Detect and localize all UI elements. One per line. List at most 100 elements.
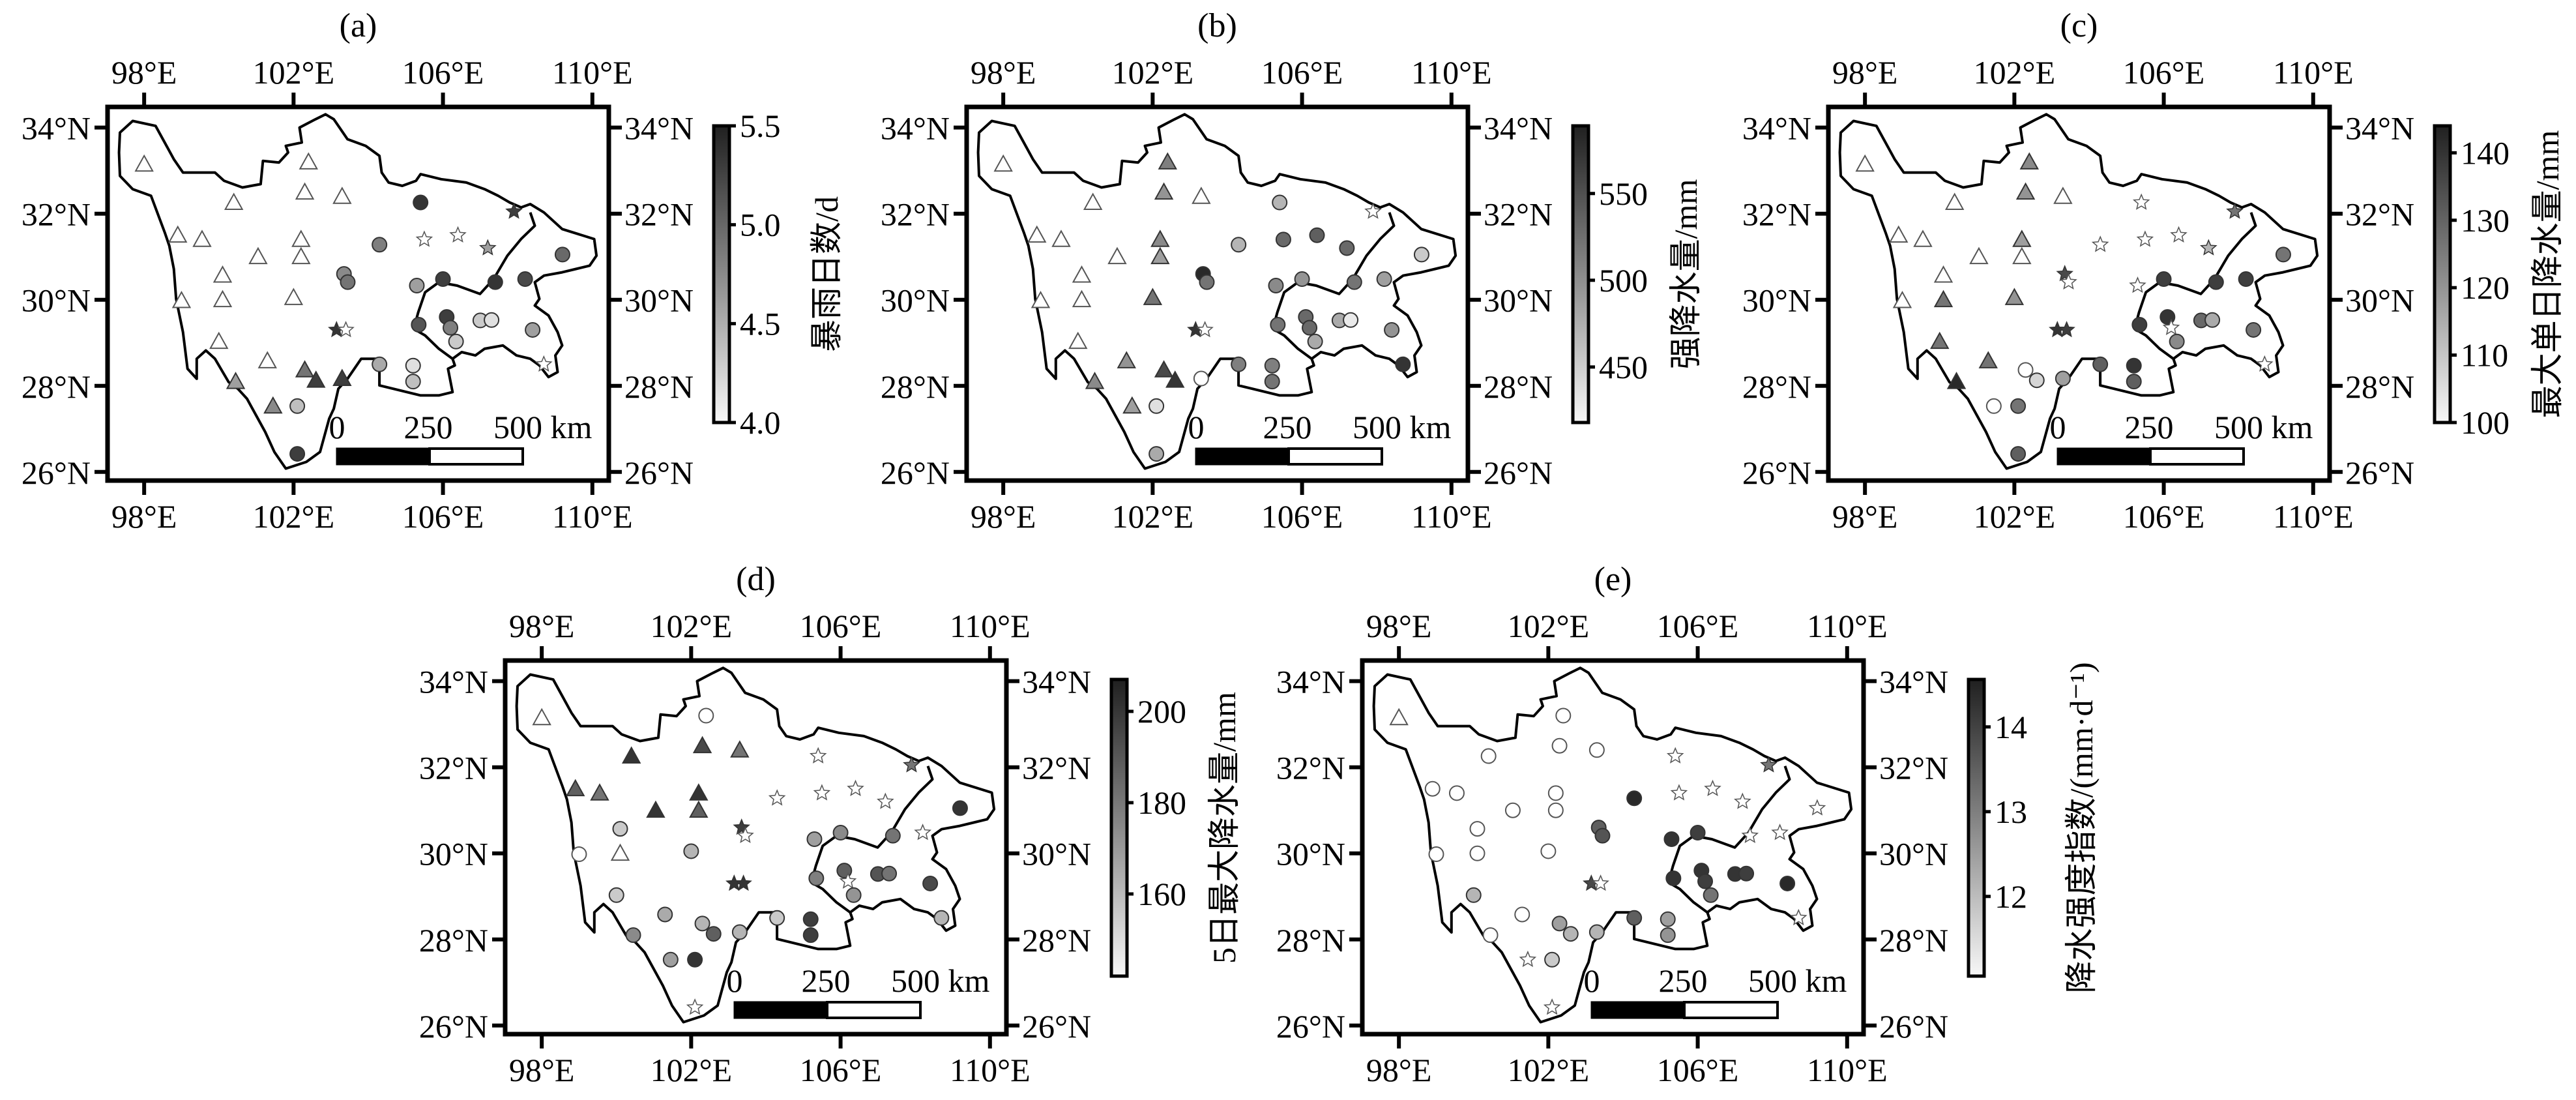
colorbar-tick-label: 500	[1599, 262, 1648, 299]
station-triangle-marker	[1165, 370, 1185, 388]
colorbar-tick-label: 100	[2461, 404, 2510, 441]
station-star-marker	[1734, 792, 1751, 809]
station-star-marker	[415, 230, 433, 247]
colorbar-tick-label: 12	[1995, 878, 2027, 915]
station-circle-marker	[806, 831, 823, 847]
colorbar-tick-label: 200	[1137, 693, 1186, 730]
lat-tick-label-right: 30°N	[2345, 282, 2414, 319]
lon-tick-label-top: 110°E	[1807, 608, 1888, 644]
lon-tick-label-top: 110°E	[950, 608, 1031, 644]
station-star-marker	[737, 826, 754, 843]
scale-bar-label: 500 km	[1353, 409, 1452, 445]
station-star-marker	[1790, 908, 1808, 926]
station-triangle-marker	[1930, 331, 1950, 349]
lat-tick-label-left: 32°N	[1742, 196, 1811, 233]
station-circle-marker	[952, 800, 968, 816]
station-triangle-marker	[1889, 225, 1909, 243]
station-circle-marker	[1482, 927, 1499, 944]
province-boundary	[1838, 113, 2319, 470]
lat-tick-label-right: 30°N	[624, 282, 694, 319]
colorbar	[712, 124, 731, 424]
station-circle-marker	[2238, 271, 2254, 288]
scale-bar-label: 0	[1584, 962, 1600, 999]
panel-title: (e)	[1594, 561, 1632, 598]
lon-tick-label-top: 106°E	[402, 54, 484, 91]
station-star-marker	[479, 239, 497, 256]
station-circle-marker	[1544, 951, 1560, 968]
station-triangle-marker	[295, 360, 315, 378]
station-star-marker	[813, 784, 831, 801]
lon-tick-label-top: 98°E	[971, 54, 1036, 91]
lon-tick-label-top: 102°E	[1974, 54, 2056, 91]
colorbar-tick-label: 4.5	[740, 305, 781, 342]
station-circle-marker	[372, 237, 388, 253]
station-circle-marker	[1690, 825, 1706, 841]
lat-tick-label-left: 34°N	[1276, 664, 1345, 700]
province-boundary	[1372, 666, 1853, 1024]
station-star-marker	[809, 747, 827, 764]
map-frame	[503, 658, 1009, 1037]
province-boundary	[515, 666, 996, 1024]
colorbar-label: 降水强度指数/(mm·d⁻¹)	[2063, 662, 2100, 993]
lat-tick-label-left: 30°N	[881, 282, 950, 319]
lat-tick-label-left: 34°N	[419, 664, 488, 700]
station-triangle-marker	[993, 154, 1013, 172]
lon-tick-label-top: 102°E	[651, 608, 733, 644]
station-circle-marker	[1307, 333, 1323, 349]
lon-tick-label-top: 106°E	[2123, 54, 2205, 91]
station-triangle-marker	[1143, 288, 1163, 305]
scale-bar-label: 250	[404, 409, 453, 445]
station-triangle-marker	[2012, 230, 2032, 247]
station-star-marker	[1543, 998, 1561, 1015]
station-triangle-marker	[1085, 372, 1105, 389]
station-circle-marker	[1465, 887, 1482, 903]
station-star-marker	[2091, 235, 2109, 252]
station-circle-marker	[1469, 821, 1486, 837]
lat-tick-label-right: 28°N	[1484, 368, 1553, 405]
lon-tick-label-bottom: 110°E	[2273, 498, 2354, 535]
station-circle-marker	[1594, 827, 1611, 844]
lon-tick-label-bottom: 98°E	[971, 498, 1036, 535]
scale-bar-label: 250	[802, 962, 851, 999]
station-circle-marker	[435, 271, 451, 288]
station-circle-marker	[802, 911, 819, 927]
lat-tick-label-left: 32°N	[419, 750, 488, 786]
scale-bar-label: 0	[727, 962, 743, 999]
station-circle-marker	[1343, 312, 1359, 328]
station-star-marker	[535, 355, 553, 372]
station-circle-marker	[1395, 356, 1411, 372]
lat-tick-label-left: 30°N	[419, 836, 488, 872]
lat-tick-label-left: 28°N	[22, 368, 91, 405]
scale-bar-label: 0	[2050, 409, 2066, 445]
station-circle-marker	[1294, 271, 1310, 288]
chongqing-boundary	[1667, 766, 1791, 914]
station-circle-marker	[2092, 356, 2109, 372]
station-star-marker	[1670, 784, 1688, 801]
station-triangle-marker	[1072, 265, 1092, 283]
station-circle-marker	[1540, 843, 1557, 859]
station-circle-marker	[885, 827, 901, 844]
station-star-marker	[2162, 318, 2180, 335]
station-circle-marker	[1270, 317, 1286, 333]
lat-tick-label-right: 26°N	[1484, 454, 1553, 491]
station-triangle-marker	[2053, 186, 2073, 204]
colorbar-tick-label: 4.0	[740, 404, 781, 441]
station-circle-marker	[1428, 846, 1444, 863]
station-triangle-marker	[291, 230, 311, 247]
station-circle-marker	[2017, 362, 2034, 378]
station-star-marker	[2170, 226, 2188, 243]
station-circle-marker	[554, 246, 570, 263]
station-star-marker	[2129, 276, 2146, 293]
colorbar-tick-label: 130	[2461, 202, 2510, 239]
lat-tick-label-right: 32°N	[1022, 750, 1091, 786]
scale-bar-label: 500 km	[1748, 962, 1847, 999]
scale-bar-label: 500 km	[891, 962, 990, 999]
station-circle-marker	[571, 846, 587, 863]
colorbar	[1967, 677, 1986, 978]
station-triangle-marker	[1933, 265, 1954, 283]
map-panel: (d) 98°E 98°E 102°E 102°E 106°E 106°E 110°E 110°…	[419, 561, 1242, 1088]
station-triangle-marker	[1083, 192, 1103, 210]
colorbar-tick-label: 120	[2461, 269, 2510, 306]
station-triangle-marker	[1946, 372, 1967, 389]
station-triangle-marker	[1969, 246, 1989, 265]
